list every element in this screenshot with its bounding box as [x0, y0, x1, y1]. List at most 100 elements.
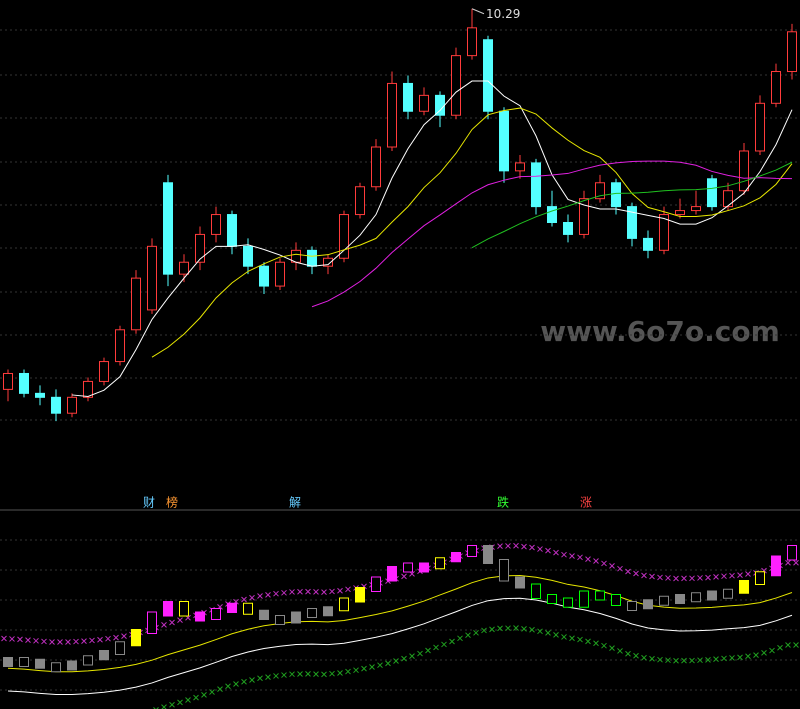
- candle-body: [531, 162, 541, 208]
- indicator-cross: [465, 632, 471, 639]
- indicator-bar: [419, 562, 429, 573]
- signal-label: 跌: [497, 495, 509, 510]
- indicator-cross: [697, 575, 703, 581]
- indicator-cross: [665, 657, 671, 664]
- indicator-cross: [169, 701, 175, 708]
- moving-average: [311, 160, 793, 308]
- candle-body: [579, 198, 589, 235]
- indicator-bar: [259, 609, 269, 620]
- indicator-cross: [657, 574, 663, 581]
- candle-body: [51, 396, 61, 414]
- indicator-cross: [273, 673, 279, 679]
- indicator-cross: [513, 625, 519, 631]
- indicator-cross: [201, 691, 207, 698]
- candle-body: [483, 39, 493, 112]
- indicator-cross: [505, 543, 511, 549]
- indicator-cross: [721, 655, 727, 662]
- indicator-bar: [67, 660, 77, 671]
- candle-body: [3, 372, 13, 390]
- indicator-cross: [713, 656, 719, 663]
- indicator-cross: [697, 657, 703, 664]
- indicator-bar: [51, 662, 61, 673]
- candle-body: [627, 206, 637, 239]
- indicator-cross: [361, 665, 367, 672]
- indicator-bar: [675, 594, 685, 604]
- indicator-cross: [481, 627, 487, 634]
- indicator-bar: [451, 552, 461, 563]
- indicator-cross: [345, 668, 351, 675]
- indicator-bar: [195, 611, 205, 622]
- candle-body: [243, 245, 253, 267]
- candle-body: [259, 265, 269, 287]
- candle-body: [435, 94, 445, 116]
- indicator-cross: [241, 596, 247, 603]
- indicator-cross: [769, 647, 775, 654]
- signal-label: 财: [143, 496, 155, 510]
- indicator-cross: [561, 634, 567, 640]
- indicator-cross: [625, 650, 631, 657]
- indicator-cross: [97, 636, 103, 643]
- indicator-bar: [227, 602, 237, 613]
- indicator-bar: [163, 601, 173, 617]
- high-label: 10.29: [486, 7, 520, 21]
- indicator-cross: [225, 683, 231, 690]
- indicator-bar: [323, 606, 333, 617]
- indicator-bar: [595, 590, 605, 601]
- indicator-cross: [297, 671, 303, 677]
- indicator-cross: [745, 571, 751, 577]
- candle-body: [275, 261, 285, 287]
- indicator-bar: [579, 590, 589, 608]
- candle-body: [739, 150, 749, 192]
- indicator-bar: [531, 583, 541, 599]
- indicator-cross: [177, 617, 183, 623]
- indicator-cross: [385, 660, 391, 667]
- indicator-cross: [265, 674, 271, 680]
- moving-average: [151, 107, 793, 358]
- indicator-cross: [345, 586, 351, 593]
- signal-label: 解: [289, 496, 301, 510]
- indicator-cross: [273, 590, 279, 597]
- indicator-cross: [193, 694, 199, 701]
- indicator-cross: [177, 699, 183, 706]
- indicator-cross: [585, 556, 591, 562]
- indicator-cross: [233, 681, 239, 687]
- indicator-cross: [729, 655, 735, 661]
- indicator-cross: [521, 543, 527, 550]
- indicator-bar: [483, 545, 493, 564]
- indicator-bar: [467, 545, 477, 557]
- indicator-cross: [785, 642, 791, 648]
- indicator-cross: [337, 587, 343, 594]
- indicator-cross: [641, 572, 647, 579]
- indicator-cross: [257, 675, 263, 682]
- indicator-bar: [547, 594, 557, 604]
- indicator-cross: [689, 657, 695, 664]
- indicator-cross: [689, 575, 695, 582]
- candle-body: [707, 178, 717, 208]
- candle-body: [467, 27, 477, 57]
- indicator-cross: [17, 636, 23, 643]
- indicator-bar: [339, 597, 349, 612]
- candle-body: [611, 182, 621, 208]
- indicator-bar: [131, 629, 141, 647]
- indicator-cross: [721, 573, 727, 580]
- candle-body: [115, 329, 125, 363]
- indicator-cross: [409, 653, 415, 659]
- indicator-cross: [81, 638, 87, 644]
- indicator-cross: [249, 594, 255, 601]
- indicator-cross: [265, 591, 271, 598]
- indicator-cross: [257, 593, 263, 599]
- indicator-cross: [681, 657, 687, 664]
- indicator-cross: [633, 652, 639, 659]
- indicator-cross: [329, 670, 335, 677]
- candle-body: [147, 245, 157, 311]
- indicator-bar: [787, 545, 797, 561]
- indicator-cross: [313, 589, 319, 595]
- candle-body: [659, 214, 669, 251]
- indicator-cross: [249, 677, 255, 683]
- indicator-cross: [41, 638, 47, 645]
- indicator-bar: [659, 595, 669, 606]
- candle-body: [355, 186, 365, 216]
- candle-body: [787, 31, 797, 73]
- indicator-cross: [113, 634, 119, 641]
- candle-body: [723, 190, 733, 208]
